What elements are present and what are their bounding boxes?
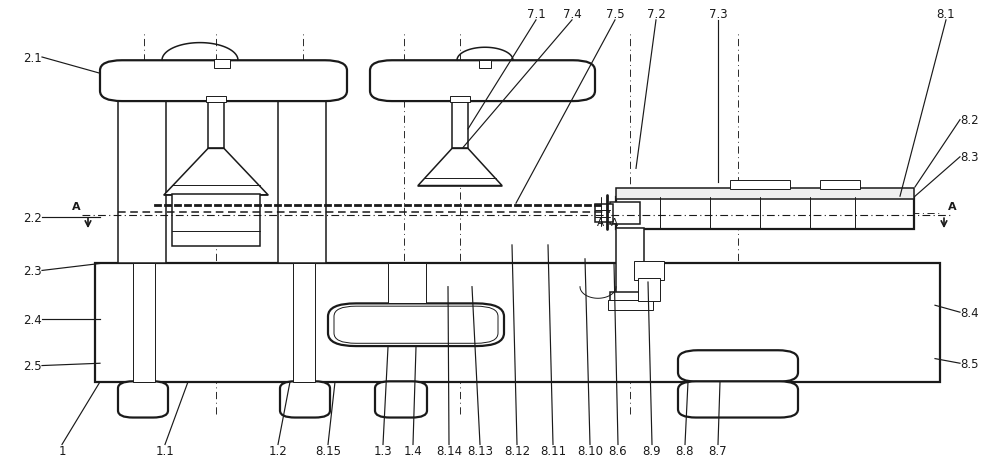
Text: 7.3: 7.3 <box>709 8 727 21</box>
Text: 8.13: 8.13 <box>467 444 493 457</box>
FancyBboxPatch shape <box>370 61 595 102</box>
Text: A: A <box>596 217 604 227</box>
Text: 8.4: 8.4 <box>960 306 979 319</box>
Text: 8.12: 8.12 <box>504 444 530 457</box>
Text: 8.8: 8.8 <box>676 444 694 457</box>
Bar <box>388 264 426 304</box>
FancyBboxPatch shape <box>118 382 168 418</box>
Text: 8.5: 8.5 <box>960 357 978 370</box>
Bar <box>608 300 653 310</box>
Text: 8.6: 8.6 <box>609 444 627 457</box>
FancyBboxPatch shape <box>100 61 347 102</box>
Bar <box>730 181 790 190</box>
Text: 2.1: 2.1 <box>23 51 42 64</box>
Text: 7.2: 7.2 <box>647 8 665 21</box>
Text: 2.4: 2.4 <box>23 313 42 326</box>
Bar <box>820 181 860 190</box>
Text: 8.10: 8.10 <box>577 444 603 457</box>
Bar <box>610 293 650 301</box>
Text: A: A <box>610 217 618 227</box>
Bar <box>634 262 664 280</box>
Bar <box>214 60 230 69</box>
Text: 8.2: 8.2 <box>960 114 979 127</box>
Bar <box>452 101 468 149</box>
Bar <box>118 93 166 264</box>
Text: 1: 1 <box>58 444 66 457</box>
Polygon shape <box>164 149 268 195</box>
Text: A: A <box>72 201 80 212</box>
Text: 8.11: 8.11 <box>540 444 566 457</box>
Bar <box>133 264 155 382</box>
Bar <box>479 61 491 69</box>
Text: 7.1: 7.1 <box>527 8 545 21</box>
Text: 8.3: 8.3 <box>960 151 978 164</box>
Text: 2.3: 2.3 <box>23 264 42 277</box>
Bar <box>616 198 914 229</box>
Bar <box>616 189 914 199</box>
FancyBboxPatch shape <box>678 350 798 382</box>
Bar <box>616 228 644 294</box>
FancyBboxPatch shape <box>280 382 330 418</box>
Bar <box>206 97 226 103</box>
FancyBboxPatch shape <box>678 382 798 418</box>
Polygon shape <box>418 149 502 186</box>
Text: 8.15: 8.15 <box>315 444 341 457</box>
Text: 7.5: 7.5 <box>606 8 624 21</box>
Bar <box>610 202 640 225</box>
Bar <box>638 279 660 301</box>
Text: 1.2: 1.2 <box>269 444 287 457</box>
Bar <box>293 264 315 382</box>
Bar <box>278 93 326 264</box>
Bar <box>450 97 470 103</box>
Bar <box>172 194 260 246</box>
Text: 2.5: 2.5 <box>23 359 42 372</box>
Bar <box>95 264 940 382</box>
Bar <box>595 205 613 222</box>
Text: 8.14: 8.14 <box>436 444 462 457</box>
Bar <box>208 101 224 149</box>
Text: 8.1: 8.1 <box>937 8 955 21</box>
Text: 1.1: 1.1 <box>156 444 174 457</box>
FancyBboxPatch shape <box>334 307 498 344</box>
Text: 7.4: 7.4 <box>563 8 581 21</box>
Text: A: A <box>948 201 956 212</box>
FancyBboxPatch shape <box>328 304 504 346</box>
FancyBboxPatch shape <box>375 382 427 418</box>
Text: 8.9: 8.9 <box>643 444 661 457</box>
Text: 1.3: 1.3 <box>374 444 392 457</box>
Text: 2.2: 2.2 <box>23 211 42 224</box>
Text: 8.7: 8.7 <box>709 444 727 457</box>
Text: 1.4: 1.4 <box>404 444 422 457</box>
